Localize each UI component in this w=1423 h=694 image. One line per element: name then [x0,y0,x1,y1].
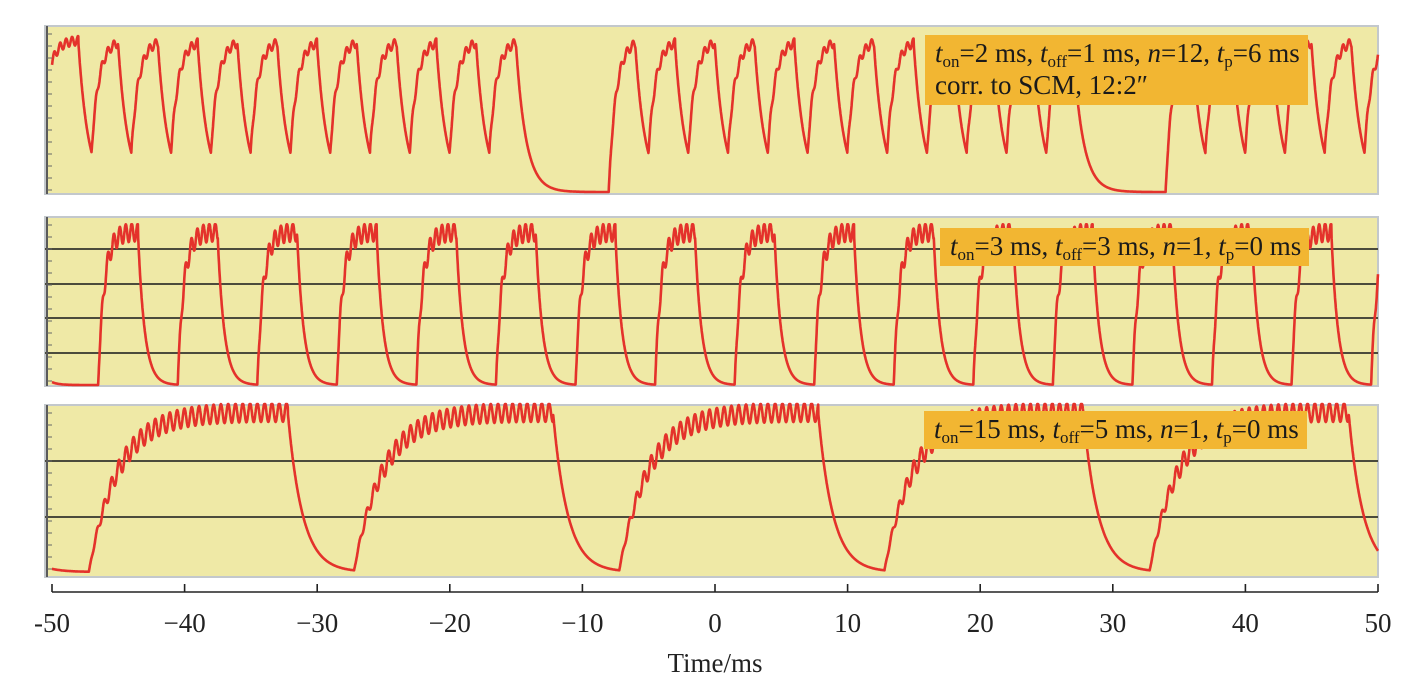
annotation-bottom-ton: =15 ms, [958,414,1053,444]
x-tick-label: 50 [1365,608,1392,638]
annotation-bottom-tp: =0 ms [1231,414,1299,444]
annotation-top-line2: corr. to SCM, 12:2″ [935,70,1149,100]
panel-minor-ticks [47,33,52,570]
x-tick-label: 40 [1232,608,1259,638]
x-tick-label: -50 [34,608,70,638]
annotation-bottom-toff: =5 ms, [1079,414,1161,444]
signal-trace-bottom [51,402,1380,573]
annotation-middle: ton=3 ms, toff=3 ms, n=1, tp=0 ms [940,228,1310,266]
x-tick-label: 30 [1099,608,1126,638]
annotation-top-ton: =2 ms, [959,38,1041,68]
annotation-bottom: ton=15 ms, toff=5 ms, n=1, tp=0 ms [924,411,1307,449]
x-axis-label: Time/ms [667,648,762,678]
annotation-middle-ton: =3 ms, [974,231,1056,261]
annotation-top-toff: =1 ms, [1067,38,1148,68]
annotation-top-tp: =6 ms [1232,38,1300,68]
annotation-middle-tp: =0 ms [1234,231,1302,261]
annotation-top: ton=2 ms, toff=1 ms, n=12, tp=6 ms corr.… [925,35,1308,105]
annotation-middle-toff: =3 ms, [1082,231,1163,261]
annotation-middle-n: =1, [1176,231,1219,261]
x-tick-label: 10 [834,608,861,638]
x-tick-label: −10 [561,608,603,638]
annotation-bottom-n: =1, [1173,414,1216,444]
x-axis: -50 −40 −30 −20 −10 0 10 20 30 40 50 Time/ms [34,584,1392,678]
x-tick-label: −20 [429,608,471,638]
annotation-top-line1: ton=2 ms, toff=1 ms, n=12, tp=6 ms [935,38,1300,71]
annotation-top-n: =12, [1161,38,1217,68]
x-tick-label: −40 [163,608,205,638]
x-tick-label: −30 [296,608,338,638]
x-tick-label: 20 [967,608,994,638]
x-tick-label: 0 [708,608,722,638]
signal-trace-top [50,34,1380,194]
